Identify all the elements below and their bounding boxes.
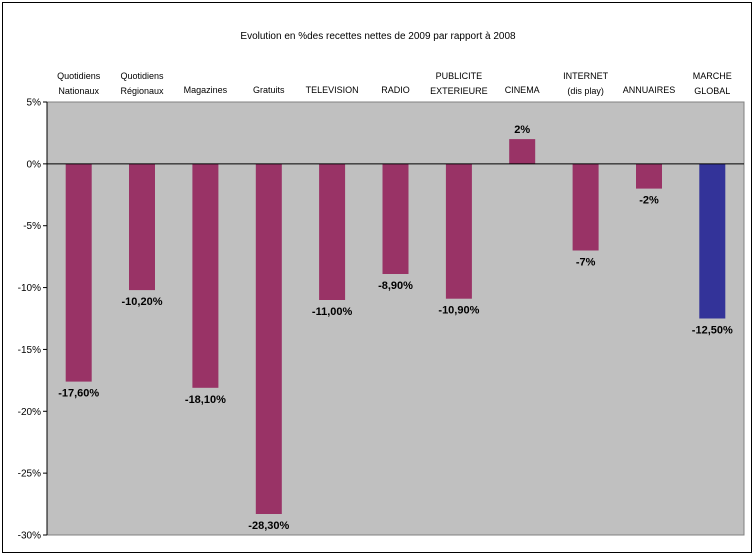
y-tick-label-7: -30% <box>18 531 41 542</box>
chart-title: Evolution en %des recettes nettes de 200… <box>240 31 516 42</box>
data-label-4: -11,00% <box>312 306 353 318</box>
data-label-9: -2% <box>639 195 659 207</box>
category-label-10-1: GLOBAL <box>694 86 730 96</box>
y-tick-label-0: 5% <box>27 98 42 109</box>
y-tick-label-3: -10% <box>18 283 41 294</box>
data-label-10: -12,50% <box>692 325 733 337</box>
chart-svg: Evolution en %des recettes nettes de 200… <box>18 31 745 542</box>
bar-10 <box>699 163 726 319</box>
bar-5 <box>382 163 409 274</box>
bar-6 <box>445 163 472 299</box>
category-label-0-0: Quotidiens <box>57 71 101 81</box>
category-label-10-0: MARCHE <box>693 71 732 81</box>
bar-3 <box>255 163 282 514</box>
data-label-2: -18,10% <box>185 394 226 406</box>
bar-7 <box>509 139 536 164</box>
y-tick-label-2: -5% <box>23 221 41 232</box>
data-label-5: -8,90% <box>378 280 413 292</box>
data-label-3: -28,30% <box>248 520 289 532</box>
category-label-7-0: CINEMA <box>505 85 540 95</box>
data-label-6: -10,90% <box>438 305 479 317</box>
category-label-6-0: PUBLICITE <box>436 71 483 81</box>
category-label-4-0: TELEVISION <box>306 85 359 95</box>
category-label-6-1: EXTERIEURE <box>430 86 488 96</box>
y-tick-label-1: 0% <box>27 159 42 170</box>
data-label-7: 2% <box>514 124 530 136</box>
category-label-9-0: ANNUAIRES <box>623 85 676 95</box>
data-label-1: -10,20% <box>122 296 163 308</box>
y-tick-label-5: -20% <box>18 407 41 418</box>
category-label-8-0: INTERNET <box>563 71 609 81</box>
category-label-2-0: Magazines <box>184 85 228 95</box>
bar-0 <box>65 163 92 382</box>
bar-4 <box>319 163 346 300</box>
bar-1 <box>129 163 155 291</box>
bar-8 <box>572 163 599 251</box>
data-label-0: -17,60% <box>58 388 99 400</box>
category-label-1-0: Quotidiens <box>120 71 164 81</box>
bar-2 <box>192 163 219 388</box>
category-label-8-1: (dis play) <box>567 86 604 96</box>
category-label-0-1: Nationaux <box>58 86 99 96</box>
bar-9 <box>636 163 662 189</box>
y-tick-label-4: -15% <box>18 345 41 356</box>
category-label-5-0: RADIO <box>381 85 410 95</box>
y-tick-label-6: -25% <box>18 469 41 480</box>
data-label-8: -7% <box>576 257 596 269</box>
category-label-1-1: Régionaux <box>120 86 164 96</box>
category-label-3-0: Gratuits <box>253 85 285 95</box>
